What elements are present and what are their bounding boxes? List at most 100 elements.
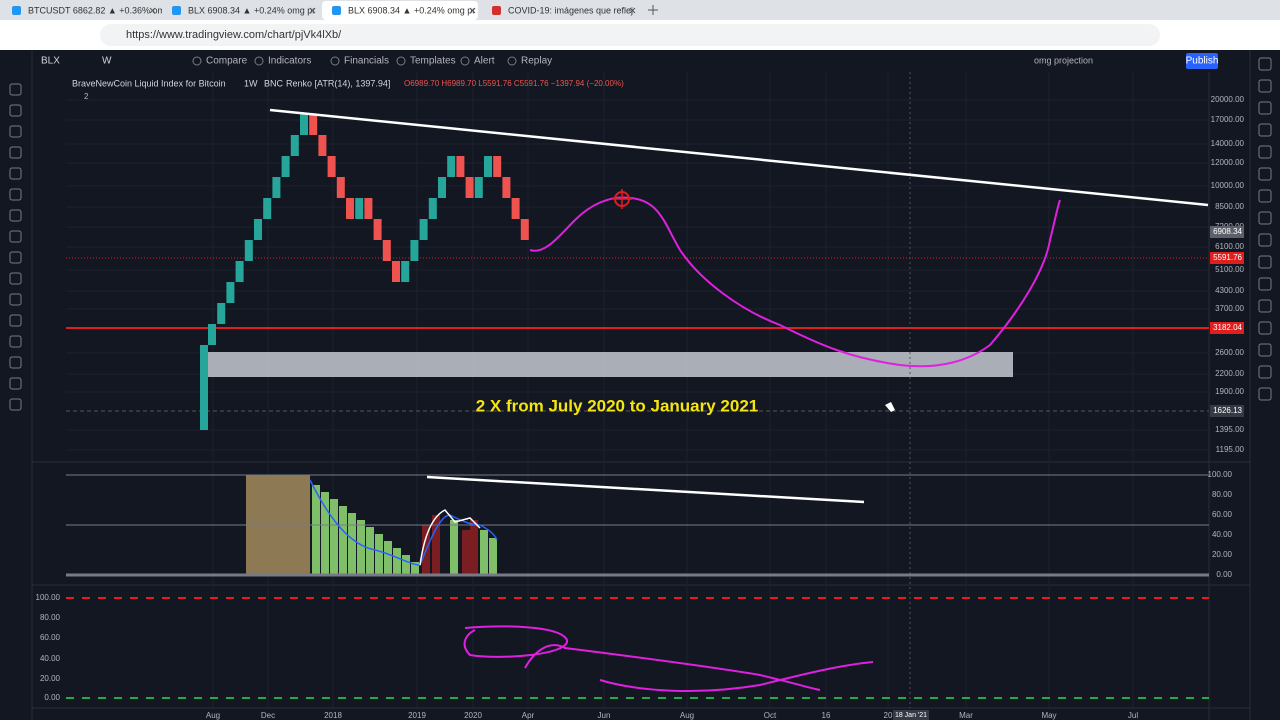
tab[interactable] xyxy=(2,1,158,20)
price-marker-label: 3182.04 xyxy=(1213,323,1242,332)
tool-icon[interactable] xyxy=(9,230,22,243)
side-icon[interactable] xyxy=(1258,211,1272,225)
side-icon[interactable] xyxy=(1258,233,1272,247)
tab[interactable] xyxy=(322,1,478,20)
side-icon[interactable] xyxy=(1258,79,1272,93)
price-marker-label: 5591.76 xyxy=(1213,253,1242,262)
tab-title: BTCUSDT 6862.82 ▲ +0.36% om xyxy=(28,5,165,15)
pane3-label: 60.00 xyxy=(40,633,61,642)
brick xyxy=(244,240,253,261)
tool-icon[interactable] xyxy=(9,83,22,96)
tool-icon[interactable] xyxy=(9,167,22,180)
price-label: 4300.00 xyxy=(1215,286,1244,295)
hist-bar xyxy=(489,538,497,575)
price-label: 3700.00 xyxy=(1215,304,1244,313)
tool-icon[interactable] xyxy=(9,251,22,264)
side-icon[interactable] xyxy=(1258,343,1272,357)
toolbar-icon xyxy=(460,56,470,66)
tool-icon[interactable] xyxy=(9,314,22,327)
hist-bar xyxy=(384,541,392,575)
toolbar-icon xyxy=(192,56,202,66)
side-icon[interactable] xyxy=(1258,387,1272,401)
price-label: 20000.00 xyxy=(1211,95,1245,104)
url-field[interactable] xyxy=(100,24,1160,46)
brick xyxy=(300,114,308,135)
annotation: 2 X from July 2020 to January 2021 xyxy=(476,396,759,415)
side-icon[interactable] xyxy=(1258,145,1272,159)
url: https://www.tradingview.com/chart/pjVk4l… xyxy=(126,29,342,41)
tab-close[interactable] xyxy=(149,7,156,14)
brick xyxy=(484,156,492,177)
side-icon[interactable] xyxy=(1258,101,1272,115)
brick xyxy=(281,156,290,177)
indicator-line xyxy=(419,509,481,566)
tab-icon xyxy=(172,6,181,15)
tool-icon[interactable] xyxy=(9,125,22,138)
crosshair-date-box xyxy=(893,710,929,720)
time-label: Jul xyxy=(1128,711,1138,720)
price-marker-label: 6908.34 xyxy=(1213,227,1242,236)
legend-style: Renko [ATR(14), 1397.94] xyxy=(286,78,390,88)
trend-line xyxy=(426,475,865,504)
hist-bar xyxy=(402,555,410,575)
brick xyxy=(438,177,446,198)
hist-bar xyxy=(321,492,329,575)
tool-icon[interactable] xyxy=(9,104,22,117)
side-icon[interactable] xyxy=(1258,321,1272,335)
side-icon[interactable] xyxy=(1258,167,1272,181)
tab-title: COVID-19: imágenes que reflej xyxy=(508,5,633,15)
publish-label[interactable]: Publish xyxy=(1186,56,1219,67)
side-icon[interactable] xyxy=(1258,365,1272,379)
toolbar-item[interactable]: Financials xyxy=(344,56,389,67)
tab-close[interactable] xyxy=(629,7,636,14)
tab[interactable] xyxy=(482,1,638,20)
brick xyxy=(290,135,299,156)
price-marker xyxy=(1210,226,1244,238)
side-icon[interactable] xyxy=(1258,255,1272,269)
toolbar-item[interactable]: Indicators xyxy=(268,56,311,67)
publish-button[interactable] xyxy=(1186,53,1218,69)
tool-icon[interactable] xyxy=(9,356,22,369)
legend-ohlc: O6989.70 H6989.70 L5591.76 C5591.76 −139… xyxy=(404,79,624,88)
toolbar-item[interactable]: Alert xyxy=(474,56,495,67)
tool-icon[interactable] xyxy=(9,335,22,348)
side-icon[interactable] xyxy=(1258,123,1272,137)
pane3-label: 100.00 xyxy=(36,593,61,602)
price-label: 10000.00 xyxy=(1211,181,1245,190)
tab[interactable] xyxy=(162,1,318,20)
tool-icon[interactable] xyxy=(9,272,22,285)
drawing xyxy=(463,625,874,692)
price-marker xyxy=(1210,405,1244,417)
hist-bar xyxy=(480,530,488,575)
toolbar-item[interactable]: Templates xyxy=(410,56,456,67)
side-icon[interactable] xyxy=(1258,189,1272,203)
tool-icon[interactable] xyxy=(9,209,22,222)
toolbar-item[interactable]: Replay xyxy=(521,56,552,67)
tool-icon[interactable] xyxy=(9,188,22,201)
side-icon[interactable] xyxy=(1258,57,1272,71)
renko-bricks xyxy=(200,114,529,430)
tab-close[interactable] xyxy=(309,7,316,14)
brick xyxy=(392,261,400,282)
layout-name[interactable]: omg projection xyxy=(1034,55,1093,65)
tab-close[interactable] xyxy=(469,7,476,14)
brick xyxy=(200,345,208,430)
side-icon[interactable] xyxy=(1258,277,1272,291)
new-tab[interactable] xyxy=(648,5,658,15)
toolbar-item[interactable]: Compare xyxy=(206,56,248,67)
tool-icon[interactable] xyxy=(9,398,22,411)
pane3-label: 80.00 xyxy=(40,613,61,622)
tool-icon[interactable] xyxy=(9,146,22,159)
hist-bar xyxy=(366,527,374,575)
tool-icon[interactable] xyxy=(9,293,22,306)
brick xyxy=(419,219,428,240)
side-icon[interactable] xyxy=(1258,299,1272,313)
price-marker-label: 1626.13 xyxy=(1213,406,1242,415)
legend-count: 2 xyxy=(84,92,89,101)
left-toolbar xyxy=(0,72,32,720)
time-label: 2019 xyxy=(408,711,426,720)
brick xyxy=(382,240,391,261)
toolbar-icon xyxy=(507,56,517,66)
interval[interactable]: W xyxy=(102,56,112,67)
tool-icon[interactable] xyxy=(9,377,22,390)
